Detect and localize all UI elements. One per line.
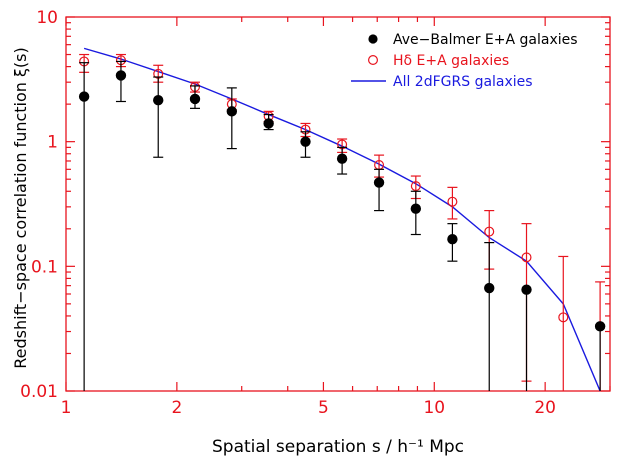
y-tick-label: 0.01 <box>20 382 58 402</box>
x-tick-label: 2 <box>171 398 182 418</box>
y-tick-label: 1 <box>47 133 58 153</box>
ave-balmer-ea-point <box>153 95 164 106</box>
ave-balmer-ea-point <box>594 321 606 332</box>
x-tick-label: 20 <box>534 398 556 418</box>
ave-balmer-ea-point <box>447 234 458 245</box>
x-tick-label: 1 <box>61 398 72 418</box>
ave-balmer-ea-point <box>373 177 385 188</box>
x-tick-label: 5 <box>318 398 329 418</box>
y-axis-label: Redshift−space correlation function ξ(s) <box>11 47 30 369</box>
y-tick-label: 0.1 <box>31 257 58 277</box>
legend: Ave−Balmer E+A galaxies Hδ E+A galaxies Al… <box>351 32 578 90</box>
ave-balmer-ea-point <box>410 203 422 214</box>
hdelta-ea-point <box>410 181 421 192</box>
hdelta-ea-point <box>521 252 532 263</box>
ave-balmer-ea-point <box>484 282 495 294</box>
ave-balmer-ea-point <box>189 93 201 105</box>
legend-marker-ave-balmer <box>368 34 378 44</box>
ave-balmer-ea-point <box>521 284 532 295</box>
plot-frame <box>65 16 611 392</box>
ave-balmer-ea-point <box>300 136 311 147</box>
series-ave-balmer-ea <box>78 60 606 391</box>
hdelta-ea-point <box>484 226 495 237</box>
ave-balmer-ea-point <box>263 118 274 129</box>
axes-layer: 1 2 5 10 20 0.01 0.1 1 10 <box>20 8 611 418</box>
legend-label-2dfgrs: All 2dFGRS galaxies <box>393 74 533 90</box>
y-tick-label: 10 <box>36 8 58 28</box>
ave-balmer-ea-point <box>336 153 348 164</box>
ave-balmer-ea-point <box>78 91 90 102</box>
hdelta-ea-point <box>447 196 458 207</box>
x-tick-label: 10 <box>423 398 445 418</box>
legend-label-hdelta: Hδ E+A galaxies <box>393 53 509 69</box>
ave-balmer-ea-point <box>115 70 127 81</box>
legend-label-ave-balmer: Ave−Balmer E+A galaxies <box>393 32 578 48</box>
hdelta-ea-point <box>558 312 569 323</box>
ave-balmer-ea-point <box>226 106 238 117</box>
legend-marker-hdelta <box>368 54 379 65</box>
x-axis-label: Spatial separation s / h⁻¹ Mpc <box>212 437 464 457</box>
